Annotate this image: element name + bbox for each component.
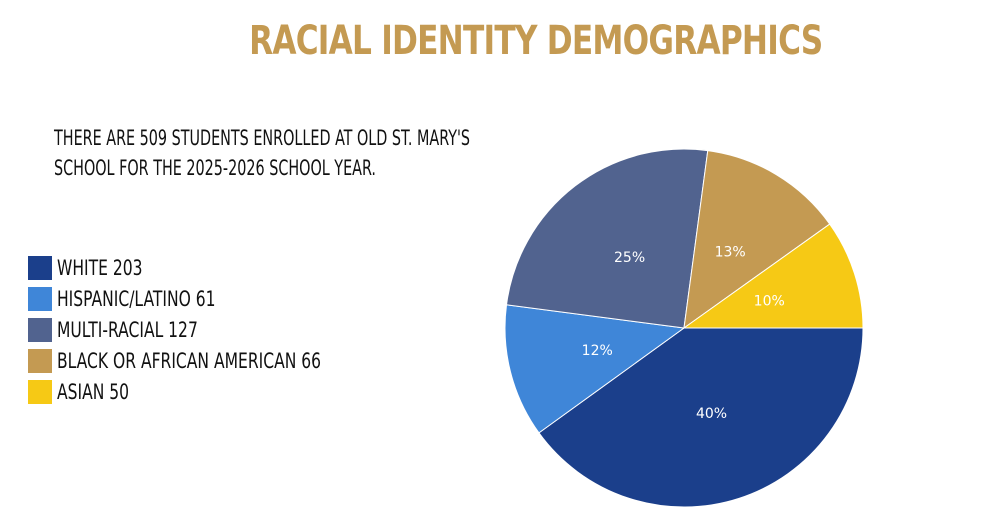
legend-label-black-african-american: BLACK OR AFRICAN AMERICAN 66 — [57, 348, 322, 373]
legend-item-multi-racial: MULTI-RACIAL 127 — [28, 314, 414, 345]
pie-label-asian: 10% — [754, 294, 785, 310]
page-title: RACIAL IDENTITY DEMOGRAPHICS — [249, 18, 823, 64]
legend-swatch-white — [28, 255, 52, 280]
pie-slice-white — [538, 327, 864, 508]
legend-swatch-hispanic-latino — [28, 286, 52, 311]
legend-item-asian: ASIAN 50 — [28, 376, 414, 407]
legend-item-white: WHITE 203 — [28, 252, 414, 283]
legend-label-white: WHITE 203 — [57, 255, 143, 280]
legend-item-hispanic-latino: HISPANIC/LATINO 61 — [28, 283, 414, 314]
pie-label-white: 40% — [696, 406, 727, 422]
legend-swatch-black-african-american — [28, 348, 52, 373]
pie-label-multi-racial: 25% — [614, 250, 645, 266]
enrollment-summary-line-2: SCHOOL FOR THE 2025-2026 SCHOOL YEAR. — [54, 156, 376, 180]
legend-label-multi-racial: MULTI-RACIAL 127 — [57, 317, 198, 342]
enrollment-summary: THERE ARE 509 STUDENTS ENROLLED AT OLD S… — [54, 123, 480, 183]
legend-swatch-asian — [28, 379, 52, 404]
chart-legend: WHITE 203 HISPANIC/LATINO 61 MULTI-RACIA… — [28, 252, 414, 407]
pie-label-black-african-american: 13% — [715, 244, 746, 260]
pie-slice-asian — [682, 223, 864, 329]
pie-slice-multi-racial — [505, 148, 709, 329]
pie-label-hispanic-latino: 12% — [582, 343, 613, 359]
legend-label-hispanic-latino: HISPANIC/LATINO 61 — [57, 286, 216, 311]
legend-item-black-african-american: BLACK OR AFRICAN AMERICAN 66 — [28, 345, 414, 376]
pie-slice-hispanic-latino — [504, 304, 686, 434]
enrollment-summary-line-1: THERE ARE 509 STUDENTS ENROLLED AT OLD S… — [54, 126, 471, 150]
legend-swatch-multi-racial — [28, 317, 52, 342]
pie-slice-black-african-american — [683, 150, 831, 330]
legend-label-asian: ASIAN 50 — [57, 379, 130, 404]
